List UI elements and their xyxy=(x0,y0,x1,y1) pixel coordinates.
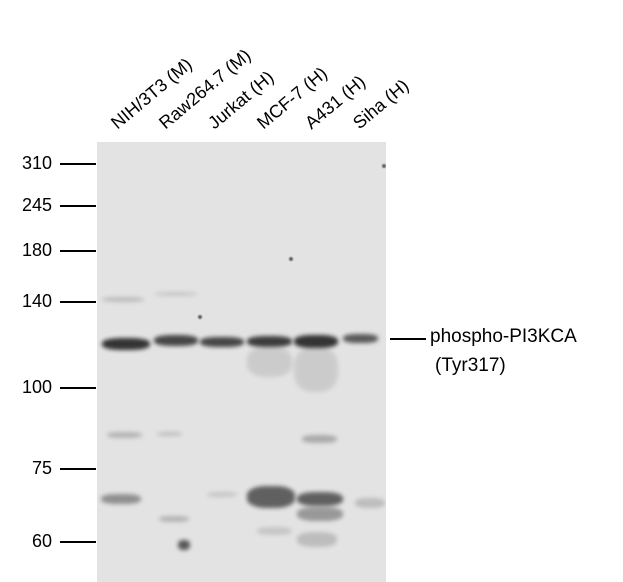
protein-band xyxy=(247,347,292,377)
mw-tick xyxy=(60,301,96,303)
mw-tick xyxy=(60,250,96,252)
protein-band xyxy=(200,337,244,347)
protein-band xyxy=(101,494,141,504)
protein-band xyxy=(107,432,142,438)
protein-band xyxy=(247,336,292,347)
mw-label: 75 xyxy=(31,458,52,478)
protein-band xyxy=(257,527,292,535)
mw-label: 245 xyxy=(21,195,52,215)
protein-band xyxy=(159,516,189,522)
protein-band xyxy=(157,432,182,436)
protein-band xyxy=(178,540,190,550)
mw-label: 140 xyxy=(21,291,52,311)
mw-label: 180 xyxy=(21,240,52,260)
artifact-spot xyxy=(382,164,386,168)
mw-tick xyxy=(60,387,96,389)
protein-band xyxy=(294,347,338,392)
artifact-spot xyxy=(198,315,202,319)
protein-band xyxy=(297,532,337,547)
target-protein-label: phospho-PI3KCA xyxy=(430,326,577,347)
protein-band xyxy=(294,335,338,348)
band-pointer-line xyxy=(390,338,426,340)
protein-band xyxy=(102,338,150,350)
protein-band xyxy=(102,297,144,302)
mw-label: 60 xyxy=(31,531,52,551)
mw-tick xyxy=(60,541,96,543)
protein-band xyxy=(207,492,237,497)
western-blot-membrane xyxy=(97,142,386,582)
target-site-label: (Tyr317) xyxy=(435,355,506,376)
protein-band xyxy=(247,486,295,508)
protein-band xyxy=(343,334,378,343)
mw-label: 100 xyxy=(21,377,52,397)
protein-band xyxy=(302,435,337,443)
protein-band xyxy=(297,492,343,506)
protein-band xyxy=(155,292,197,296)
protein-band xyxy=(297,507,343,521)
mw-label: 310 xyxy=(21,153,52,173)
mw-tick xyxy=(60,205,96,207)
mw-tick xyxy=(60,163,96,165)
mw-tick xyxy=(60,468,96,470)
artifact-spot xyxy=(289,257,293,261)
protein-band xyxy=(355,498,385,508)
protein-band xyxy=(154,335,198,346)
